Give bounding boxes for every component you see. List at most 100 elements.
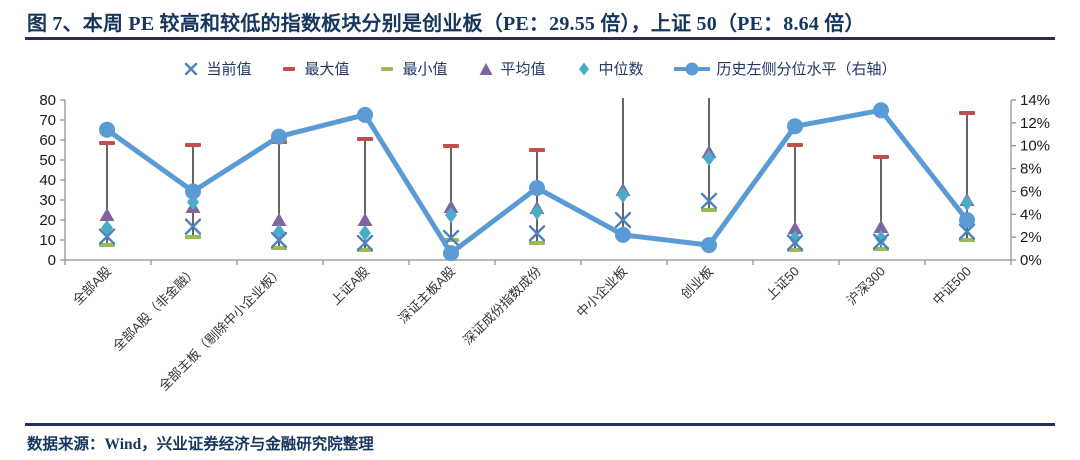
min-marker [701,208,717,212]
median-marker [617,187,629,203]
max-marker [959,111,975,115]
left-tick-label: 50 [39,152,56,169]
legend-triangle-icon [479,62,492,75]
current-marker [872,233,890,250]
min-marker [787,248,803,252]
left-tick-label: 60 [39,132,56,149]
right-tick-label: 6% [1020,183,1042,200]
median-marker [789,230,801,247]
median-marker [273,224,285,240]
legend-label: 平均值 [500,61,546,78]
legend-diamond-icon [578,62,589,75]
percentile-point [701,237,717,254]
average-marker [271,213,287,226]
right-tick-label: 12% [1020,115,1050,132]
max-marker [787,143,803,147]
percentile-point [959,212,975,228]
x-axis-label: 上证A股 [328,264,372,308]
median-marker [445,207,457,223]
min-marker [357,248,373,252]
right-tick-label: 2% [1020,229,1042,246]
left-tick-label: 70 [39,112,56,129]
legend-item-3: 平均值 [478,58,546,79]
current-marker [700,192,718,210]
x-axis-label: 深证成份指数成份 [460,264,544,348]
current-marker [528,225,546,242]
max-marker [357,137,373,141]
legend-label: 当前值 [206,61,252,78]
x-axis-label: 创业板 [678,264,716,302]
title-divider [25,37,1055,40]
current-marker [356,234,374,252]
average-marker [357,213,373,226]
left-tick-label: 0 [48,252,56,269]
percentile-point [787,118,803,135]
percentile-point [357,106,373,123]
min-marker [873,247,889,251]
x-axis-label: 深证主板A股 [395,264,458,327]
average-marker [787,221,803,235]
legend-line-circle-icon [673,62,710,75]
min-marker [271,246,287,250]
legend-label: 历史左侧分位水平（右轴） [716,61,897,78]
pe-combo-chart: 0 10 20 30 40 50 60 70 80 0% 2% 4% 6% 8% 10% 12% 14% 全部A股… [39,92,1050,394]
legend-dash-icon [283,66,296,71]
legend-x-icon [185,62,198,75]
legend-dash-icon [381,66,394,71]
percentile-point [271,128,287,145]
right-tick-label: 10% [1020,138,1050,155]
right-tick-label: 4% [1020,206,1042,223]
min-marker [959,238,975,242]
current-marker [786,234,804,251]
legend-label: 最大值 [304,61,350,78]
x-axis-label: 中证500 [930,264,974,308]
median-marker [703,150,715,166]
legend-item-0: 当前值 [183,58,251,79]
right-tick-label: 14% [1020,92,1050,109]
min-marker [185,235,201,239]
left-tick-label: 10 [39,232,56,249]
percentile-point [185,183,201,200]
max-marker [443,144,459,148]
min-marker [529,241,545,245]
average-marker [443,200,459,213]
chart-legend: 当前值 最大值 最小值 平均值 中位数 历史左侧分位水平（右轴） [0,58,1080,79]
left-tick-label: 30 [39,192,56,209]
legend-item-1: 最大值 [281,58,349,79]
left-tick-label: 80 [39,92,56,109]
median-marker [531,204,543,220]
right-tick-label: 0% [1020,252,1042,269]
legend-item-2: 最小值 [379,58,448,79]
percentile-point [529,180,545,196]
median-marker [875,230,887,247]
current-marker [958,223,976,240]
average-marker [99,208,115,221]
x-axis-label: 上证50 [763,264,802,303]
percentile-point [615,226,631,243]
left-tick-label: 20 [39,212,56,229]
percentile-point [443,245,459,262]
max-marker [185,143,201,147]
median-marker [359,225,371,241]
percentile-point [873,102,889,119]
left-tick-label: 40 [39,172,56,189]
x-axis-label: 沪深300 [844,264,888,308]
right-tick-label: 8% [1020,161,1042,178]
max-marker [873,155,889,159]
legend-label: 最小值 [402,61,448,78]
current-marker [184,218,202,235]
current-marker [98,228,116,245]
median-marker [961,195,973,211]
legend-item-4: 中位数 [576,58,644,79]
average-marker [873,220,889,233]
x-axis-label: 全部A股 [70,264,114,308]
x-axis-label: 全部A股（非金融） [110,264,200,354]
max-marker [99,141,115,145]
x-axis-label: 中小企业板 [574,264,631,321]
percentile-point [99,121,115,138]
figure-title: 图 7、本周 PE 较高和较低的指数板块分别是创业板（PE：29.55 倍），上… [27,13,865,35]
max-marker [529,148,545,152]
legend-label: 中位数 [598,61,644,78]
legend-item-5: 历史左侧分位水平（右轴） [673,58,897,79]
